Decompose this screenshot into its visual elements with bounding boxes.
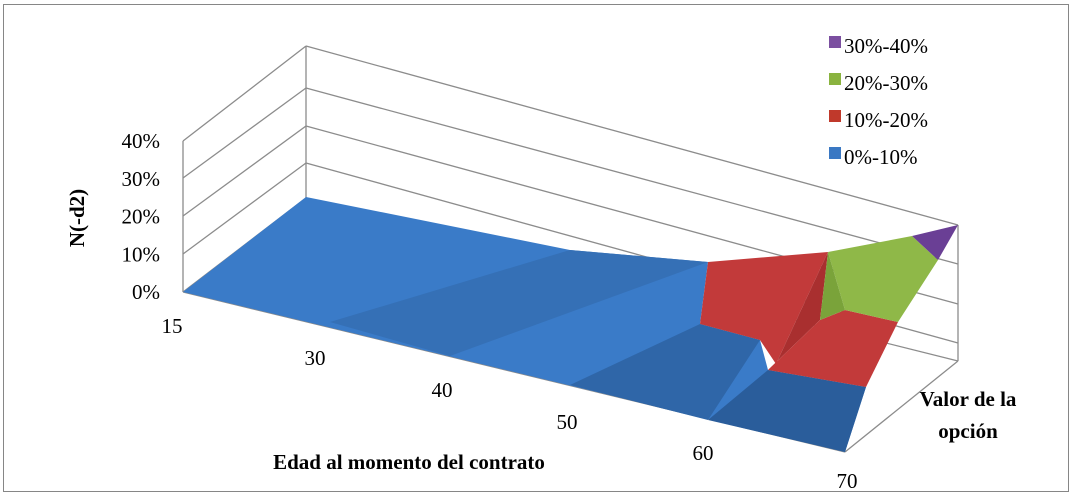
surface-purple [912,225,958,260]
z-axis-title-line2: opción [938,419,998,443]
y-tick-label: 0% [132,280,160,304]
surface-green-2 [820,252,845,320]
surface-green-1 [828,236,938,322]
y-axis-title: N(-d2) [65,189,89,247]
legend-label: 30%-40% [844,34,928,58]
legend-label: 20%-30% [844,71,928,95]
legend-label: 10%-20% [844,108,928,132]
surface-red-2 [768,252,828,370]
y-tick-label: 20% [122,205,161,229]
x-tick-label: 30 [305,346,326,370]
y-tick-label: 10% [122,242,161,266]
legend-swatch [829,147,841,159]
surface-plot [183,197,958,452]
x-tick-label: 15 [162,314,183,338]
legend-swatch [829,36,841,48]
x-axis-ticks: 15 30 40 50 60 70 [162,314,858,493]
surface-blue-shade-3 [708,370,866,452]
legend-label: 0%-10% [844,145,917,169]
legend-swatch [829,73,841,85]
x-tick-label: 50 [557,410,578,434]
z-axis-title-line1: Valor de la [920,387,1017,411]
surface-red-1 [700,252,828,364]
surface-blue-shade-2 [570,324,760,420]
x-tick-label: 70 [837,469,858,493]
y-tick-label: 30% [122,167,161,191]
legend: 30%-40% 20%-30% 10%-20% 0%-10% [829,34,928,169]
x-tick-label: 40 [432,378,453,402]
surface-blue-shade-1 [330,250,708,356]
x-tick-label: 60 [693,441,714,465]
y-axis-ticks: 0% 10% 20% 30% 40% [122,129,161,304]
legend-swatch [829,110,841,122]
y-tick-label: 40% [122,129,161,153]
surface-red-3 [768,310,898,387]
x-axis-title: Edad al momento del contrato [273,450,545,474]
